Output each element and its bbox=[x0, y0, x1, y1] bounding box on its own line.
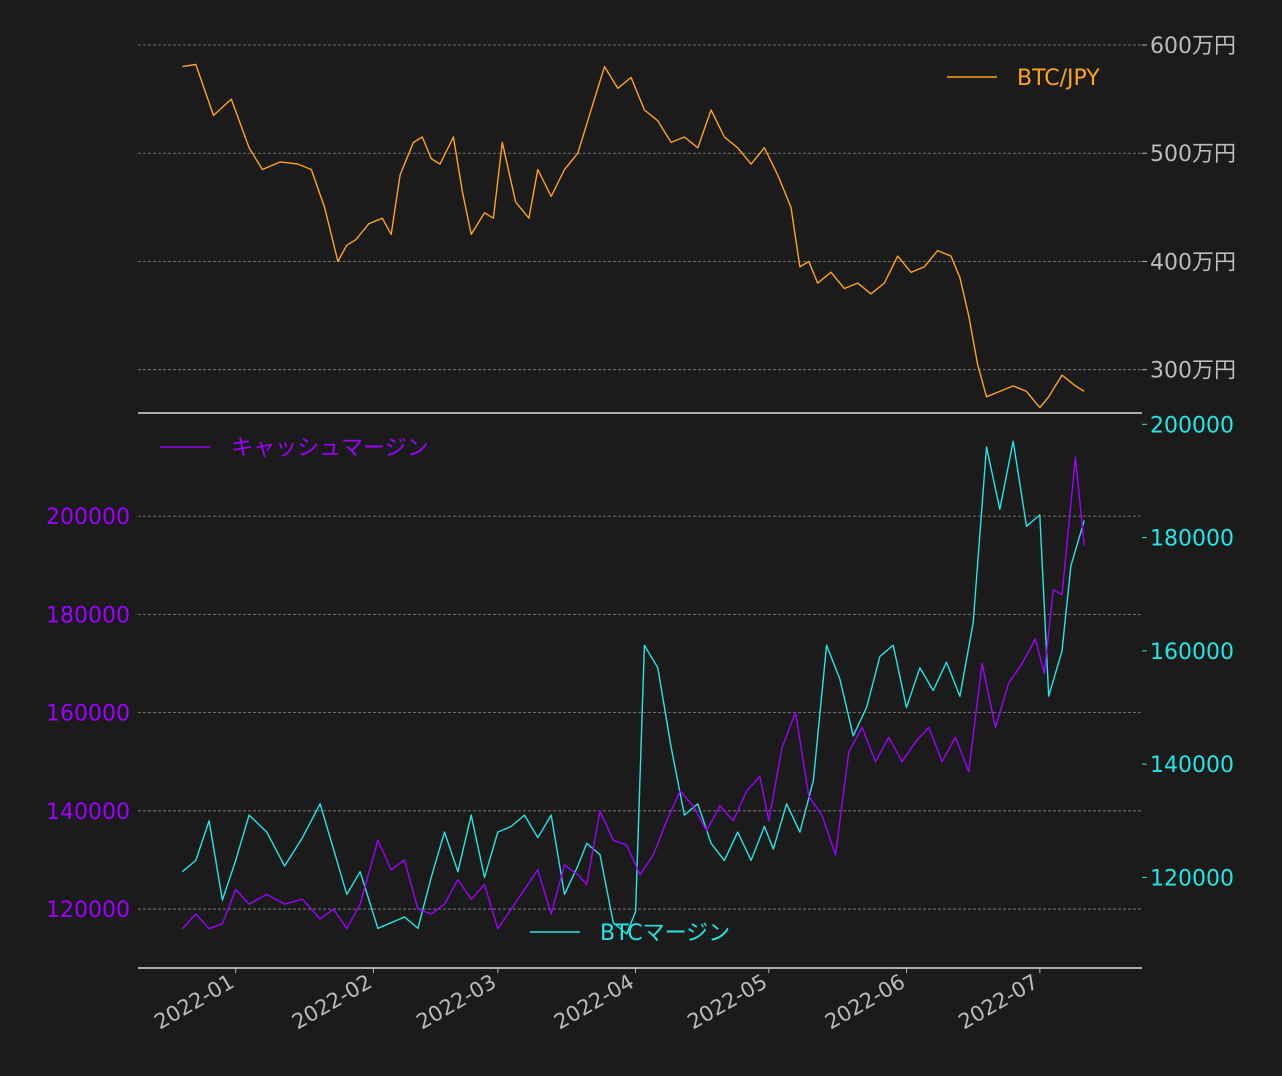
right-ytick-label: 160000 bbox=[1150, 640, 1234, 665]
series-cash-margin bbox=[181, 456, 1085, 930]
top-ytick-label: 500万円 bbox=[1150, 142, 1236, 167]
left-ytick-label: 200000 bbox=[46, 505, 130, 530]
top-ytick-label: 300万円 bbox=[1150, 359, 1236, 384]
legend-label-cash-margin: キャッシュマージン bbox=[231, 436, 429, 461]
left-ytick-label: 180000 bbox=[46, 603, 130, 628]
legends: BTC/JPY キャッシュマージン BTCマージン bbox=[160, 66, 1100, 946]
left-ytick-label: 140000 bbox=[46, 800, 130, 825]
bottom-panel-grid bbox=[138, 515, 1142, 910]
legend-label-btc-margin: BTCマージン bbox=[600, 921, 730, 946]
top-panel-grid bbox=[138, 44, 1142, 371]
right-ytick-label: 140000 bbox=[1150, 753, 1234, 778]
legend-label-btc-jpy: BTC/JPY bbox=[1017, 66, 1100, 91]
bottom-panel-series bbox=[181, 440, 1085, 935]
top-panel-series bbox=[182, 63, 1085, 409]
top-ytick-label: 600万円 bbox=[1150, 34, 1236, 59]
series-btc-margin bbox=[181, 440, 1085, 935]
axes bbox=[138, 412, 1142, 969]
right-ytick-label: 200000 bbox=[1150, 413, 1234, 438]
left-ytick-label: 160000 bbox=[46, 702, 130, 727]
right-ytick-label: 180000 bbox=[1150, 527, 1234, 552]
top-ytick-label: 400万円 bbox=[1150, 250, 1236, 275]
series-btc-jpy bbox=[182, 63, 1085, 409]
right-ytick-label: 120000 bbox=[1150, 866, 1234, 891]
left-ytick-label: 120000 bbox=[46, 898, 130, 923]
